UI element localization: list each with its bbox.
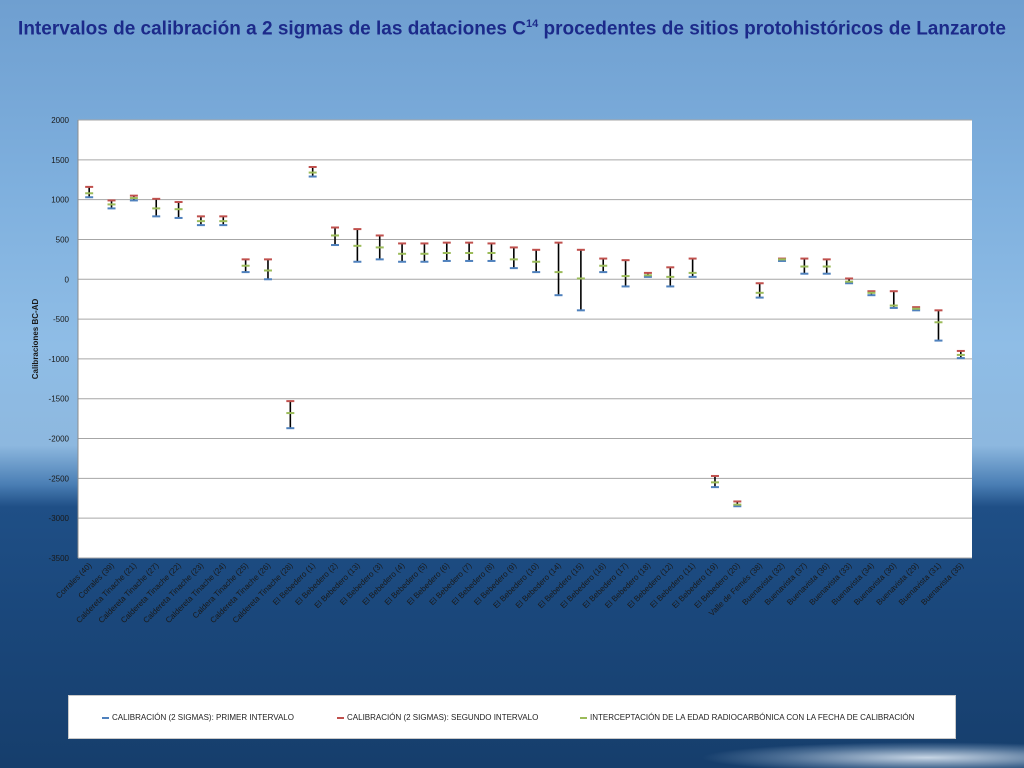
legend-label-intercept: INTERCEPTACIÓN DE LA EDAD RADIOCARBÓNICA…: [590, 713, 915, 722]
y-tick-label: -2500: [49, 474, 70, 483]
y-axis-label: Calibraciones BC-AD: [31, 299, 40, 380]
y-tick-label: -2000: [49, 435, 70, 444]
page-title: Intervalos de calibración a 2 sigmas de …: [0, 18, 1024, 40]
legend-label-first: CALIBRACIÓN (2 SIGMAS): PRIMER INTERVALO: [112, 713, 294, 722]
y-tick-label: 1000: [51, 196, 69, 205]
y-tick-label: 500: [56, 235, 70, 244]
calibration-chart: 2000 1500 1000 500 0 -500 -1000 -1500 -2000 -2500…: [31, 116, 972, 625]
legend-label-second: CALIBRACIÓN (2 SIGMAS): SEGUNDO INTERVAL…: [347, 713, 539, 722]
title-superscript: 14: [525, 18, 539, 30]
plot-area: [78, 120, 972, 558]
title-main: Intervalos de calibración a 2 sigmas de …: [18, 18, 526, 40]
y-tick-label: 1500: [51, 156, 69, 165]
legend-item-second: CALIBRACIÓN (2 SIGMAS): SEGUNDO INTERVAL…: [337, 713, 538, 722]
y-tick-label: -3500: [49, 554, 70, 563]
chart-legend: CALIBRACIÓN (2 SIGMAS): PRIMER INTERVALO…: [68, 695, 956, 739]
legend-swatch-intercept: [580, 716, 587, 719]
y-tick-label: 0: [65, 275, 70, 284]
y-tick-label: -1500: [49, 395, 70, 404]
legend-item-intercept: INTERCEPTACIÓN DE LA EDAD RADIOCARBÓNICA…: [580, 713, 914, 722]
y-tick-label: -1000: [49, 355, 70, 364]
y-tick-label: -500: [53, 315, 70, 324]
title-rest: procedentes de sitios protohistóricos de…: [538, 18, 1006, 40]
y-tick-label: -3000: [49, 514, 70, 523]
legend-swatch-second: [337, 716, 344, 719]
y-tick-label: 2000: [51, 116, 69, 125]
legend-swatch-first: [102, 716, 109, 719]
wave-foam: [700, 742, 1024, 768]
legend-item-first: CALIBRACIÓN (2 SIGMAS): PRIMER INTERVALO: [102, 713, 294, 722]
